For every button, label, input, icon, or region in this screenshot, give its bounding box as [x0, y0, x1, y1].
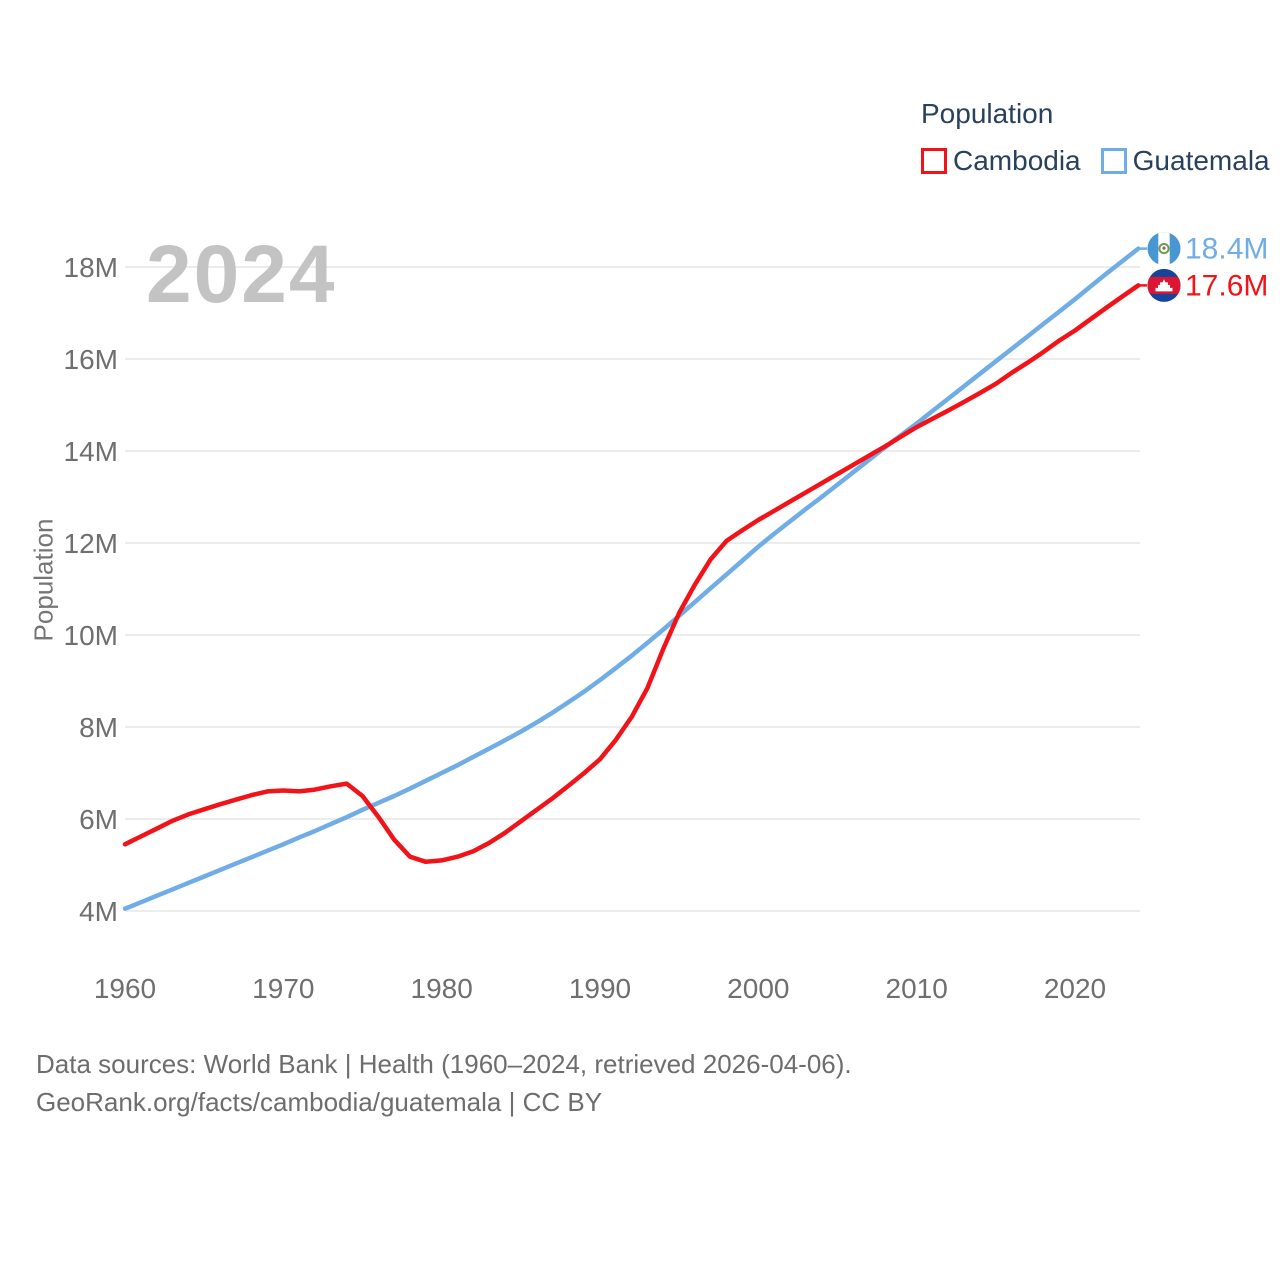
- attribution-text: GeoRank.org/facts/cambodia/guatemala | C…: [36, 1087, 603, 1117]
- legend-item-cambodia[interactable]: Cambodia: [921, 145, 1081, 177]
- x-axis-tick-1960: 1960: [94, 973, 156, 1004]
- x-axis-tick-1980: 1980: [411, 973, 473, 1004]
- cambodia-line[interactable]: [122, 283, 1141, 865]
- x-axis-tick-1970: 1970: [252, 973, 314, 1004]
- guatemala-end-value: 18.4M: [1185, 233, 1268, 266]
- x-axis-tick-2020: 2020: [1044, 973, 1106, 1004]
- gridlines: [125, 266, 1140, 912]
- cambodia-color-swatch: [921, 148, 947, 174]
- y-axis-tick-6M: 6M: [79, 804, 118, 835]
- footer: Data sources: World Bank | Health (1960–…: [36, 1045, 852, 1121]
- y-axis-tick-8M: 8M: [79, 712, 118, 743]
- axis-tick-labels: 4M 6M 8M 10M 12M 14M 16M 18M 1960 1970 1980 1990 200…: [64, 252, 1107, 1004]
- y-axis-tick-18M: 18M: [64, 252, 118, 283]
- cambodia-end-value: 17.6M: [1185, 269, 1268, 302]
- y-axis-tick-16M: 16M: [64, 344, 118, 375]
- series-lines: [122, 246, 1141, 911]
- y-axis-title: Population: [28, 518, 59, 642]
- y-axis-tick-4M: 4M: [79, 896, 118, 927]
- legend-label-cambodia: Cambodia: [953, 145, 1081, 176]
- legend-title: Population: [921, 98, 1054, 129]
- legend-item-guatemala[interactable]: Guatemala: [1100, 145, 1270, 177]
- cambodia-flag-icon: [1147, 268, 1181, 302]
- y-axis-tick-14M: 14M: [64, 436, 118, 467]
- legend: Population Cambodia Guatemala: [921, 98, 1270, 177]
- y-axis-tick-10M: 10M: [64, 620, 118, 651]
- x-axis-tick-2000: 2000: [727, 973, 789, 1004]
- x-axis-tick-2010: 2010: [886, 973, 948, 1004]
- guatemala-flag-icon: [1147, 232, 1181, 266]
- data-sources-text: Data sources: World Bank | Health (1960–…: [36, 1049, 852, 1079]
- guatemala-line[interactable]: [122, 246, 1141, 911]
- guatemala-color-swatch: [1100, 148, 1127, 174]
- end-connectors: [1138, 247, 1147, 287]
- legend-label-guatemala: Guatemala: [1132, 145, 1270, 176]
- y-axis-tick-12M: 12M: [64, 528, 118, 559]
- legend-items: Cambodia Guatemala: [921, 145, 1270, 177]
- x-axis-tick-1990: 1990: [569, 973, 631, 1004]
- year-watermark: 2024: [146, 229, 336, 320]
